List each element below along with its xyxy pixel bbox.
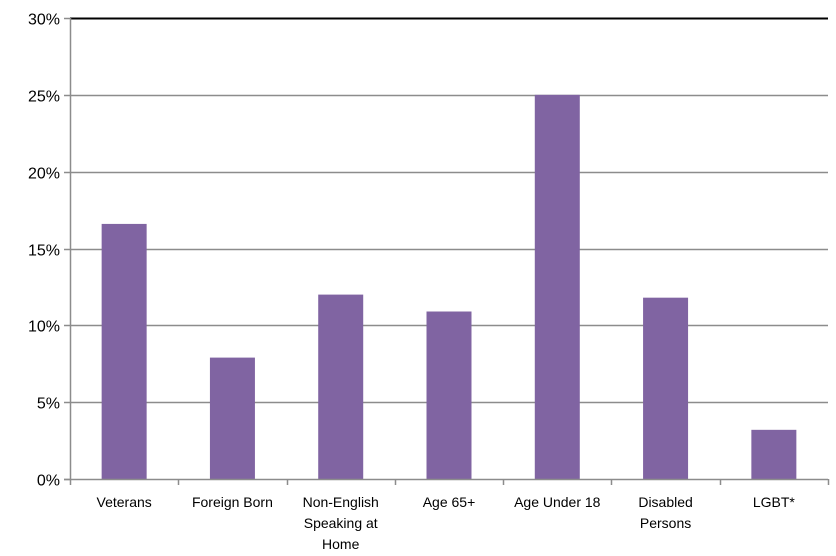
bar <box>534 94 580 479</box>
bar <box>426 311 472 479</box>
bar <box>751 429 797 479</box>
x-category-label: Non-English Speaking at Home <box>303 494 379 552</box>
y-tick-label: 20% <box>28 166 60 183</box>
bar <box>643 297 689 479</box>
y-tick-labels: 0% 5% 10% 15% 20% 25% 30% <box>28 12 60 490</box>
x-category-labels: Veterans Foreign Born Non-English Speaking … <box>97 494 796 552</box>
bars <box>101 94 797 479</box>
gridlines <box>70 17 828 404</box>
bar <box>209 357 255 479</box>
y-tick-label: 10% <box>28 319 60 336</box>
x-category-label: Veterans <box>97 494 152 510</box>
y-tick-label: 0% <box>37 473 60 490</box>
bar <box>101 223 147 479</box>
x-category-label: LGBT* <box>753 494 796 510</box>
x-category-label: Disabled Persons <box>638 494 692 531</box>
y-tick-label: 5% <box>37 396 60 413</box>
y-tick-label: 15% <box>28 243 60 260</box>
y-tick-label: 30% <box>28 12 60 29</box>
axes <box>64 17 830 485</box>
bar <box>318 294 364 479</box>
y-tick-label: 25% <box>28 89 60 106</box>
x-category-label: Age 65+ <box>423 494 476 510</box>
x-category-label: Age Under 18 <box>514 494 601 510</box>
x-category-label: Foreign Born <box>192 494 273 510</box>
